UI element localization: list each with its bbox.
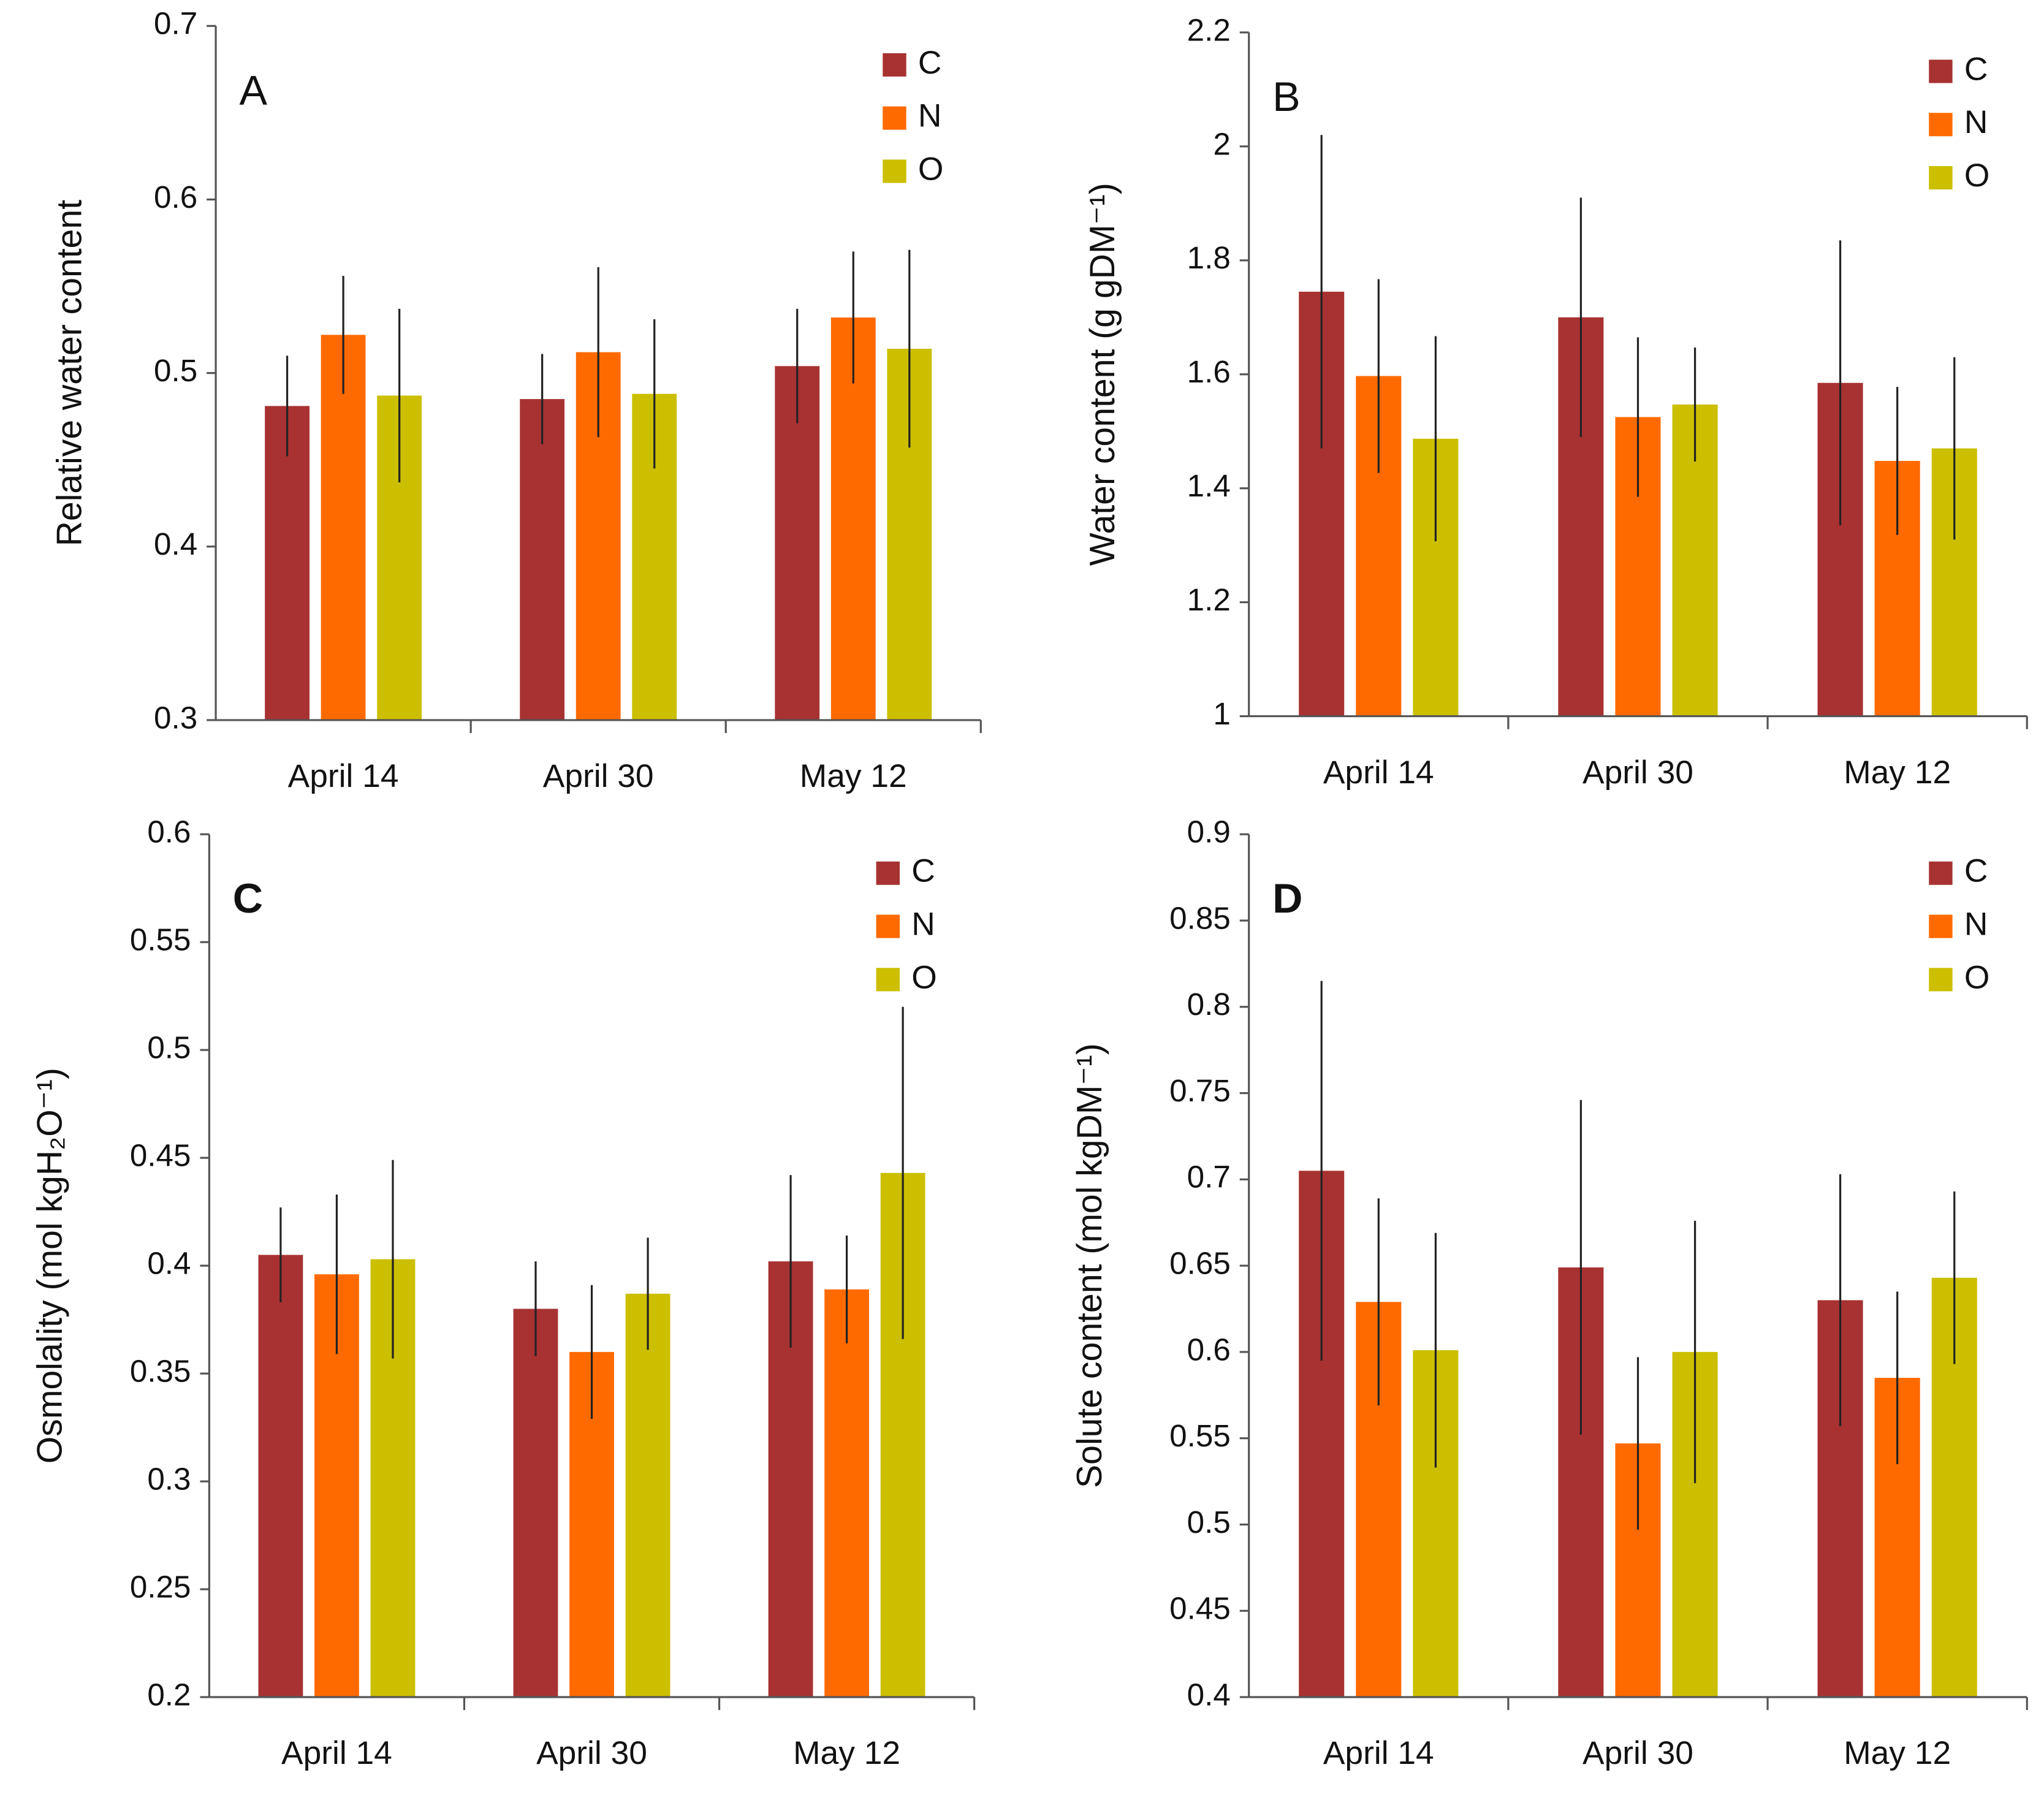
x-tick-label: April 14 bbox=[1323, 1735, 1434, 1771]
y-tick-label: 1.8 bbox=[1187, 240, 1231, 275]
panel: 0.2 0.25 0.3 0.35 0.4 0.45 0.5 0.55 0.6 April 14 A… bbox=[30, 815, 976, 1771]
x-tick-label: April 30 bbox=[536, 1735, 647, 1771]
y-tick-label: 0.7 bbox=[1187, 1160, 1231, 1195]
y-tick-label: 0.6 bbox=[154, 180, 197, 215]
y-tick-label: 1.6 bbox=[1187, 354, 1231, 389]
y-tick-label: 0.85 bbox=[1169, 901, 1231, 936]
y-tick-label: 0.4 bbox=[147, 1246, 191, 1281]
panel: 0.4 0.45 0.5 0.55 0.6 0.65 0.7 0.75 0.8 0.85 0.9 Ap… bbox=[1070, 815, 2028, 1771]
y-tick-label: 0.5 bbox=[1187, 1505, 1231, 1540]
y-axis-label: Osmolality (mol kgH₂O⁻¹) bbox=[30, 1068, 69, 1464]
bar bbox=[625, 1293, 671, 1697]
legend-swatch bbox=[883, 159, 906, 183]
legend-label: C bbox=[911, 853, 935, 889]
y-tick-label: 0.5 bbox=[147, 1030, 191, 1065]
bar bbox=[775, 366, 820, 720]
bar bbox=[824, 1289, 869, 1697]
y-axis-label: Solute content (mol kgDM⁻¹) bbox=[1070, 1043, 1109, 1488]
y-tick-label: 0.6 bbox=[147, 815, 191, 849]
legend-swatch bbox=[1929, 165, 1953, 190]
bar bbox=[321, 335, 366, 720]
panel-label: A bbox=[239, 67, 267, 114]
panel-label: D bbox=[1272, 875, 1302, 922]
y-tick-label: 0.9 bbox=[1187, 815, 1231, 849]
y-axis-label: Relative water content bbox=[50, 200, 89, 546]
y-tick-label: 0.3 bbox=[147, 1462, 191, 1497]
legend-label: N bbox=[911, 906, 935, 943]
legend-swatch bbox=[1929, 968, 1953, 992]
legend-swatch bbox=[1929, 59, 1953, 83]
legend-label: C bbox=[918, 45, 942, 81]
y-tick-label: 0.55 bbox=[1169, 1418, 1231, 1453]
y-tick-label: 0.55 bbox=[130, 922, 191, 957]
x-tick-label: April 30 bbox=[1582, 754, 1693, 791]
bar bbox=[520, 399, 565, 720]
legend-swatch bbox=[883, 106, 906, 130]
y-tick-label: 0.3 bbox=[154, 701, 197, 735]
y-tick-label: 1.2 bbox=[1187, 582, 1231, 617]
legend-swatch bbox=[883, 53, 906, 77]
y-tick-label: 0.65 bbox=[1169, 1246, 1231, 1281]
x-tick-label: May 12 bbox=[800, 758, 907, 794]
y-tick-label: 0.45 bbox=[130, 1138, 191, 1173]
x-tick-label: May 12 bbox=[1844, 754, 1951, 791]
y-tick-label: 0.4 bbox=[154, 526, 197, 561]
x-tick-label: April 14 bbox=[288, 758, 399, 794]
y-tick-label: 0.8 bbox=[1187, 987, 1231, 1022]
legend-label: O bbox=[918, 151, 943, 188]
bar bbox=[830, 317, 876, 720]
y-tick-label: 2.2 bbox=[1187, 13, 1231, 48]
x-tick-label: April 30 bbox=[1582, 1735, 1693, 1771]
y-tick-label: 2 bbox=[1213, 126, 1230, 161]
y-tick-label: 0.2 bbox=[147, 1677, 191, 1712]
legend-label: O bbox=[911, 959, 937, 995]
x-tick-label: April 14 bbox=[1323, 754, 1434, 791]
y-tick-label: 0.45 bbox=[1169, 1591, 1231, 1626]
y-tick-label: 1 bbox=[1213, 696, 1230, 731]
y-axis-label: Water content (g gDM⁻¹) bbox=[1083, 183, 1122, 566]
legend-label: N bbox=[1964, 906, 1988, 943]
legend-label: C bbox=[1964, 853, 1988, 889]
panel: 0.3 0.4 0.5 0.6 0.7 April 14 April 30 May 12 Rel… bbox=[50, 6, 982, 794]
legend-swatch bbox=[1929, 113, 1953, 137]
y-tick-label: 0.4 bbox=[1187, 1677, 1231, 1712]
x-tick-label: May 12 bbox=[793, 1735, 900, 1771]
bar bbox=[265, 406, 310, 720]
legend-swatch bbox=[1929, 861, 1953, 885]
legend-label: O bbox=[1964, 959, 1989, 995]
y-tick-label: 0.25 bbox=[130, 1570, 191, 1605]
panel-label: C bbox=[233, 875, 263, 922]
y-tick-label: 0.75 bbox=[1169, 1073, 1231, 1108]
x-tick-label: May 12 bbox=[1844, 1735, 1951, 1771]
legend-label: N bbox=[918, 98, 942, 134]
legend-swatch bbox=[876, 968, 900, 992]
y-tick-label: 0.7 bbox=[154, 6, 197, 41]
x-tick-label: April 30 bbox=[543, 758, 654, 794]
y-tick-label: 0.35 bbox=[130, 1354, 191, 1389]
legend-swatch bbox=[876, 914, 900, 938]
legend-swatch bbox=[1929, 914, 1953, 938]
legend-swatch bbox=[876, 861, 900, 885]
legend-label: O bbox=[1964, 158, 1989, 194]
legend-label: N bbox=[1964, 104, 1988, 140]
y-tick-label: 0.6 bbox=[1187, 1332, 1231, 1367]
y-tick-label: 0.5 bbox=[154, 353, 197, 388]
x-tick-label: April 14 bbox=[281, 1735, 392, 1771]
bar bbox=[513, 1309, 558, 1697]
y-tick-label: 1.4 bbox=[1187, 468, 1231, 503]
panel-label: B bbox=[1272, 74, 1301, 120]
bar bbox=[258, 1255, 303, 1697]
legend-label: C bbox=[1964, 51, 1988, 88]
panel: 1 1.2 1.4 1.6 1.8 2 2.2 April 14 April 30 May 12 W… bbox=[1083, 13, 2028, 791]
